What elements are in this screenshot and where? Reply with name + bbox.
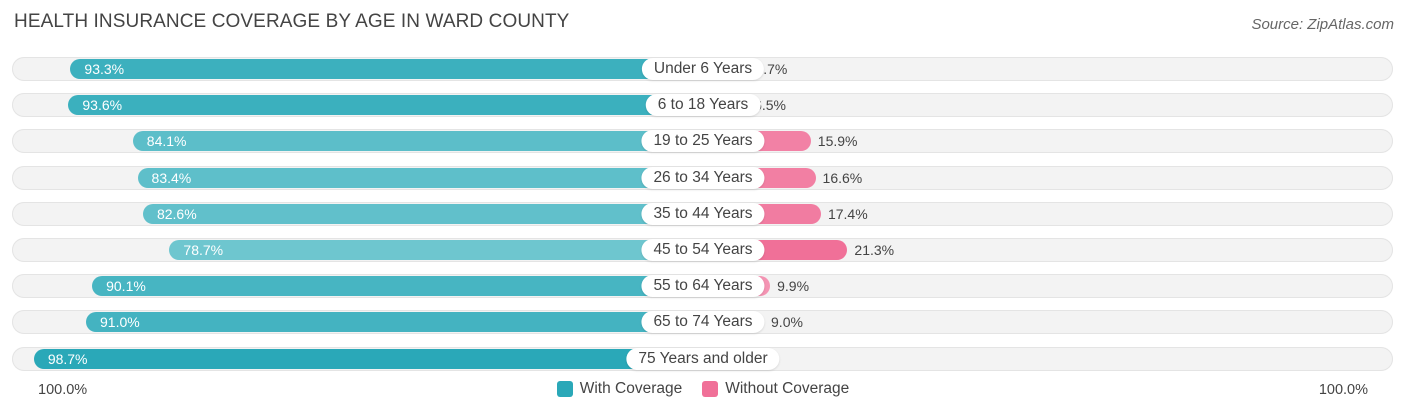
bar-with-coverage[interactable] — [86, 312, 703, 333]
legend-item-with-coverage[interactable]: With Coverage — [556, 380, 683, 398]
bar-with-coverage[interactable] — [33, 348, 703, 369]
chart-title: HEALTH INSURANCE COVERAGE BY AGE IN WARD… — [14, 11, 570, 32]
bar-with-coverage[interactable] — [137, 167, 703, 188]
legend-label-with-coverage: With Coverage — [579, 380, 683, 397]
value-label-with-coverage: 84.1% — [146, 133, 187, 150]
source-note: Source: ZipAtlas.com — [1251, 16, 1394, 33]
value-label-without-coverage: 17.4% — [827, 205, 868, 222]
legend: With Coverage Without Coverage — [0, 380, 1406, 398]
category-label: 6 to 18 Years — [645, 94, 761, 117]
category-label: Under 6 Years — [641, 58, 765, 80]
category-label: 45 to 54 Years — [641, 239, 765, 261]
value-label-with-coverage: 90.1% — [106, 278, 146, 295]
legend-swatch-with-coverage — [556, 381, 573, 397]
legend-label-without-coverage: Without Coverage — [725, 380, 850, 397]
bar-with-coverage[interactable] — [169, 240, 703, 260]
value-label-without-coverage: 6.5% — [754, 97, 786, 114]
bar-with-coverage[interactable] — [142, 203, 703, 224]
bar-with-coverage[interactable] — [70, 59, 703, 79]
category-label: 65 to 74 Years — [641, 311, 765, 334]
value-label-with-coverage: 91.0% — [100, 314, 140, 331]
axis-right-label: 100.0% — [1318, 382, 1368, 398]
category-label: 35 to 44 Years — [641, 202, 765, 225]
value-label-with-coverage: 83.4% — [151, 169, 192, 186]
value-label-with-coverage: 93.6% — [82, 97, 123, 114]
value-label-without-coverage: 16.6% — [822, 169, 863, 186]
value-label-without-coverage: 9.0% — [771, 314, 803, 331]
category-label: 26 to 34 Years — [641, 166, 765, 189]
value-label-without-coverage: 15.9% — [817, 133, 858, 150]
legend-swatch-without-coverage — [702, 381, 719, 397]
value-label-without-coverage: 21.3% — [854, 242, 895, 258]
value-label-without-coverage: 9.9% — [777, 278, 810, 295]
category-label: 55 to 64 Years — [641, 275, 765, 298]
category-label: 19 to 25 Years — [641, 130, 765, 153]
bar-with-coverage[interactable] — [132, 131, 703, 152]
value-label-with-coverage: 98.7% — [47, 350, 88, 367]
axis-left-label: 100.0% — [38, 382, 88, 398]
legend-item-without-coverage[interactable]: Without Coverage — [702, 380, 849, 398]
value-label-with-coverage: 78.7% — [183, 242, 224, 258]
bar-with-coverage[interactable] — [92, 276, 703, 297]
category-label: 75 Years and older — [626, 347, 780, 370]
value-label-with-coverage: 93.3% — [84, 61, 125, 77]
value-label-with-coverage: 82.6% — [156, 205, 197, 222]
bar-with-coverage[interactable] — [68, 95, 703, 116]
